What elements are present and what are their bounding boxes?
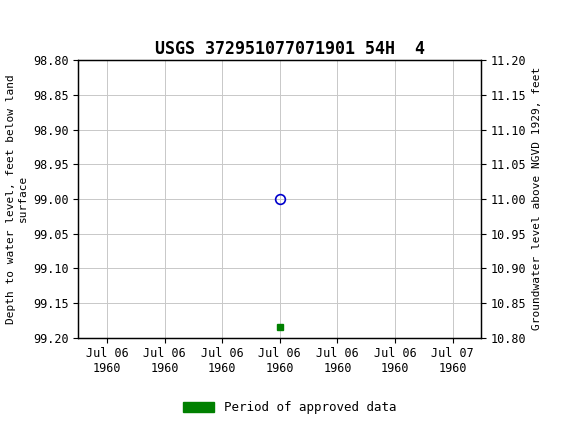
Text: ▓USGS: ▓USGS bbox=[10, 11, 69, 34]
Y-axis label: Depth to water level, feet below land
surface: Depth to water level, feet below land su… bbox=[6, 74, 27, 324]
Text: USGS 372951077071901 54H  4: USGS 372951077071901 54H 4 bbox=[155, 40, 425, 58]
Y-axis label: Groundwater level above NGVD 1929, feet: Groundwater level above NGVD 1929, feet bbox=[532, 67, 542, 331]
Legend: Period of approved data: Period of approved data bbox=[178, 396, 402, 419]
